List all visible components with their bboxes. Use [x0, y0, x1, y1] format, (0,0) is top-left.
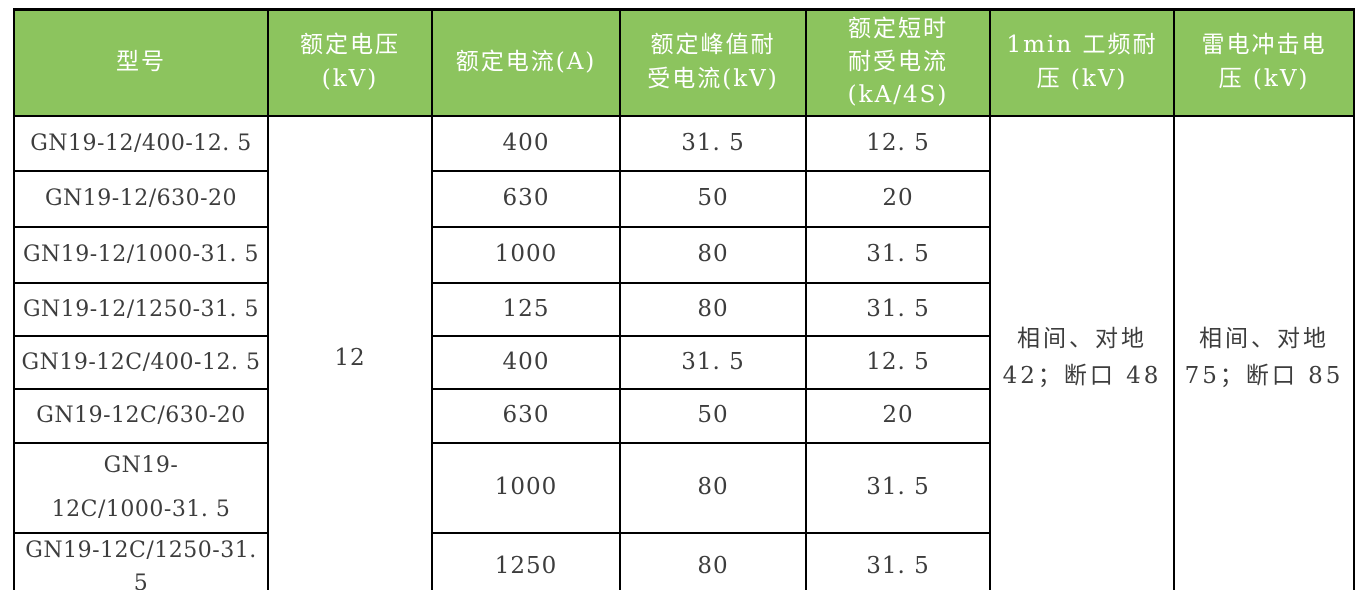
table-row: GN19-12/630-20 630 50 20 [13, 169, 1354, 228]
cell-short-time-withstand: 31. 5 [805, 441, 991, 534]
cell-rated-current: 1250 [431, 531, 621, 590]
cell-rated-current: 400 [431, 114, 621, 172]
cell-short-time-withstand: 20 [805, 169, 991, 228]
cell-peak-withstand: 50 [619, 387, 807, 444]
cell-short-time-withstand: 31. 5 [805, 281, 991, 337]
cell-short-time-withstand: 31. 5 [805, 531, 991, 590]
cell-model: GN19-12/1000-31. 5 [13, 225, 269, 284]
table-row: GN19-12/400-12. 5 12 400 31. 5 12. 5 相间、… [13, 114, 1355, 590]
cell-peak-withstand: 80 [619, 225, 807, 284]
cell-lightning-impulse-merged: 相间、对地 75；断口 85 [1173, 114, 1355, 590]
table-row: GN19-12C/400-12. 5 400 31. 5 12. 5 [13, 334, 1354, 390]
cell-short-time-withstand: 20 [805, 387, 991, 444]
header-rated-voltage: 额定电压 (kV) [267, 8, 433, 117]
table-row: GN19-12C/630-20 630 50 20 [13, 387, 1354, 444]
cell-model: GN19-12C/400-12. 5 [13, 334, 269, 390]
cell-peak-withstand: 80 [619, 531, 807, 590]
cell-rated-current: 630 [431, 387, 621, 444]
switch-spec-table: 型号 额定电压 (kV) 额定电流(A) 额定峰值耐 受电流(kV) 额定短时 … [13, 8, 1355, 590]
header-power-frequency-withstand-voltage: 1min 工频耐 压 (kV) [989, 8, 1175, 117]
table-row: GN19- 12C/1000-31. 5 1000 80 31. 5 [13, 441, 1354, 534]
cell-peak-withstand: 31. 5 [619, 114, 807, 172]
cell-model: GN19- 12C/1000-31. 5 [13, 441, 269, 534]
table-row: GN19-12/1000-31. 5 1000 80 31. 5 [13, 225, 1354, 284]
cell-short-time-withstand: 12. 5 [805, 114, 991, 172]
header-peak-withstand-current: 额定峰值耐 受电流(kV) [619, 8, 807, 117]
cell-rated-current: 1000 [431, 441, 621, 534]
cell-model: GN19-12/630-20 [13, 169, 269, 228]
cell-power-frequency-withstand-merged: 相间、对地 42；断口 48 [989, 114, 1175, 590]
cell-rated-voltage-merged: 12 [267, 114, 433, 590]
cell-peak-withstand: 50 [619, 169, 807, 228]
cell-peak-withstand: 80 [619, 441, 807, 534]
cell-rated-current: 1000 [431, 225, 621, 284]
cell-model: GN19-12/400-12. 5 [13, 114, 269, 172]
header-rated-current: 额定电流(A) [431, 8, 621, 117]
cell-rated-current: 400 [431, 334, 621, 390]
cell-rated-current: 125 [431, 281, 621, 337]
table-row: GN19-12C/1250-31. 5 1250 80 31. 5 [13, 531, 1354, 590]
header-row: 型号 额定电压 (kV) 额定电流(A) 额定峰值耐 受电流(kV) 额定短时 … [13, 8, 1355, 117]
cell-peak-withstand: 31. 5 [619, 334, 807, 390]
table-row: GN19-12/1250-31. 5 125 80 31. 5 [13, 281, 1354, 337]
header-lightning-impulse-voltage: 雷电冲击电 压 (kV) [1173, 8, 1355, 117]
cell-rated-current: 630 [431, 169, 621, 228]
header-short-time-withstand-current: 额定短时 耐受电流 (kA/4S) [805, 8, 991, 117]
cell-model: GN19-12/1250-31. 5 [13, 281, 269, 337]
cell-peak-withstand: 80 [619, 281, 807, 337]
header-model: 型号 [13, 8, 269, 117]
cell-model: GN19-12C/630-20 [13, 387, 269, 444]
cell-short-time-withstand: 12. 5 [805, 334, 991, 390]
cell-short-time-withstand: 31. 5 [805, 225, 991, 284]
cell-model: GN19-12C/1250-31. 5 [13, 531, 269, 590]
